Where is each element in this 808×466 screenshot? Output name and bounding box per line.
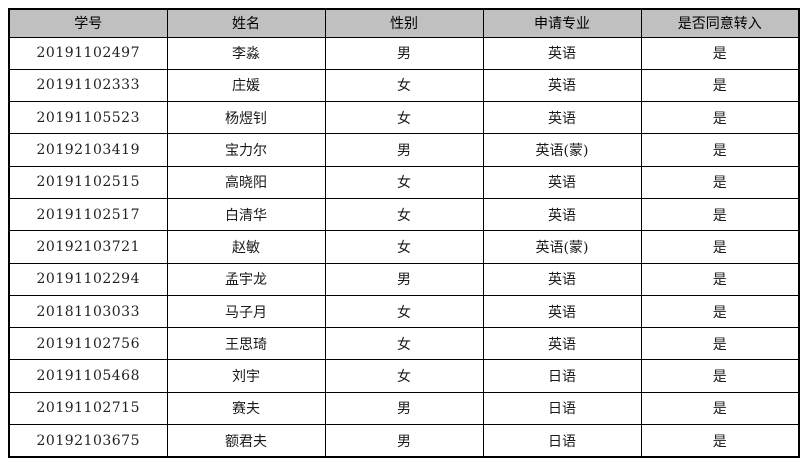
student-transfer-table: 学号 姓名 性别 申请专业 是否同意转入 20191102497 李淼 男 英语…: [8, 8, 800, 458]
cell-transfer-approved: 是: [640, 262, 800, 296]
cell-transfer-approved: 是: [640, 424, 800, 458]
header-cell-applied-major: 申请专业: [482, 8, 642, 38]
header-cell-gender: 性别: [324, 8, 484, 38]
cell-gender: 女: [324, 165, 484, 199]
cell-student-id: 20191105468: [8, 359, 168, 393]
cell-gender: 男: [324, 262, 484, 296]
cell-student-id: 20191102497: [8, 36, 168, 70]
cell-applied-major: 日语: [482, 359, 642, 393]
cell-applied-major: 英语: [482, 294, 642, 329]
cell-transfer-approved: 是: [640, 230, 800, 264]
cell-transfer-approved: 是: [640, 294, 800, 329]
cell-name: 宝力尔: [166, 133, 326, 167]
table-row: 20192103419 宝力尔 男 英语(蒙) 是: [8, 133, 800, 167]
cell-applied-major: 英语(蒙): [482, 230, 642, 264]
cell-gender: 男: [324, 391, 484, 426]
cell-applied-major: 日语: [482, 391, 642, 426]
cell-applied-major: 英语: [482, 101, 642, 135]
cell-gender: 男: [324, 36, 484, 70]
table-header: 学号 姓名 性别 申请专业 是否同意转入: [8, 8, 800, 38]
cell-gender: 女: [324, 230, 484, 264]
cell-name: 孟宇龙: [166, 262, 326, 296]
cell-name: 杨煜钊: [166, 101, 326, 135]
table-row: 20191105523 杨煜钊 女 英语 是: [8, 101, 800, 135]
cell-transfer-approved: 是: [640, 197, 800, 232]
table-row: 20191102756 王思琦 女 英语 是: [8, 327, 800, 361]
cell-transfer-approved: 是: [640, 327, 800, 361]
cell-student-id: 20192103419: [8, 133, 168, 167]
header-cell-student-id: 学号: [8, 8, 168, 38]
cell-name: 李淼: [166, 36, 326, 70]
table-row: 20191102294 孟宇龙 男 英语 是: [8, 262, 800, 296]
cell-applied-major: 英语: [482, 197, 642, 232]
table-row: 20192103675 额君夫 男 日语 是: [8, 424, 800, 458]
cell-applied-major: 英语: [482, 36, 642, 70]
header-cell-name: 姓名: [166, 8, 326, 38]
table-body: 20191102497 李淼 男 英语 是 20191102333 庄媛 女 英…: [8, 36, 800, 458]
cell-gender: 女: [324, 101, 484, 135]
cell-name: 马子月: [166, 294, 326, 329]
cell-student-id: 20191102715: [8, 391, 168, 426]
cell-gender: 女: [324, 327, 484, 361]
table-row: 20191102715 赛夫 男 日语 是: [8, 391, 800, 426]
cell-transfer-approved: 是: [640, 359, 800, 393]
table-row: 20192103721 赵敏 女 英语(蒙) 是: [8, 230, 800, 264]
cell-gender: 女: [324, 197, 484, 232]
cell-transfer-approved: 是: [640, 165, 800, 199]
cell-student-id: 20191102294: [8, 262, 168, 296]
cell-gender: 女: [324, 359, 484, 393]
cell-student-id: 20192103675: [8, 424, 168, 458]
cell-student-id: 20191102517: [8, 197, 168, 232]
cell-student-id: 20191102756: [8, 327, 168, 361]
cell-student-id: 20181103033: [8, 294, 168, 329]
header-cell-transfer-approved: 是否同意转入: [640, 8, 800, 38]
table-row: 20191105468 刘宇 女 日语 是: [8, 359, 800, 393]
cell-gender: 女: [324, 68, 484, 103]
cell-name: 刘宇: [166, 359, 326, 393]
header-row: 学号 姓名 性别 申请专业 是否同意转入: [8, 8, 800, 38]
cell-transfer-approved: 是: [640, 68, 800, 103]
cell-applied-major: 英语: [482, 165, 642, 199]
cell-student-id: 20191105523: [8, 101, 168, 135]
table-row: 20191102515 高晓阳 女 英语 是: [8, 165, 800, 199]
table-row: 20191102333 庄媛 女 英语 是: [8, 68, 800, 103]
cell-name: 额君夫: [166, 424, 326, 458]
cell-student-id: 20191102515: [8, 165, 168, 199]
cell-student-id: 20191102333: [8, 68, 168, 103]
cell-applied-major: 英语: [482, 327, 642, 361]
cell-transfer-approved: 是: [640, 101, 800, 135]
table-row: 20181103033 马子月 女 英语 是: [8, 294, 800, 329]
cell-gender: 女: [324, 294, 484, 329]
table-row: 20191102517 白清华 女 英语 是: [8, 197, 800, 232]
cell-transfer-approved: 是: [640, 391, 800, 426]
cell-applied-major: 英语: [482, 68, 642, 103]
cell-gender: 男: [324, 133, 484, 167]
cell-gender: 男: [324, 424, 484, 458]
cell-name: 白清华: [166, 197, 326, 232]
cell-transfer-approved: 是: [640, 133, 800, 167]
cell-applied-major: 日语: [482, 424, 642, 458]
cell-transfer-approved: 是: [640, 36, 800, 70]
cell-student-id: 20192103721: [8, 230, 168, 264]
cell-applied-major: 英语: [482, 262, 642, 296]
cell-name: 王思琦: [166, 327, 326, 361]
cell-applied-major: 英语(蒙): [482, 133, 642, 167]
cell-name: 赛夫: [166, 391, 326, 426]
cell-name: 赵敏: [166, 230, 326, 264]
cell-name: 高晓阳: [166, 165, 326, 199]
table-row: 20191102497 李淼 男 英语 是: [8, 36, 800, 70]
cell-name: 庄媛: [166, 68, 326, 103]
